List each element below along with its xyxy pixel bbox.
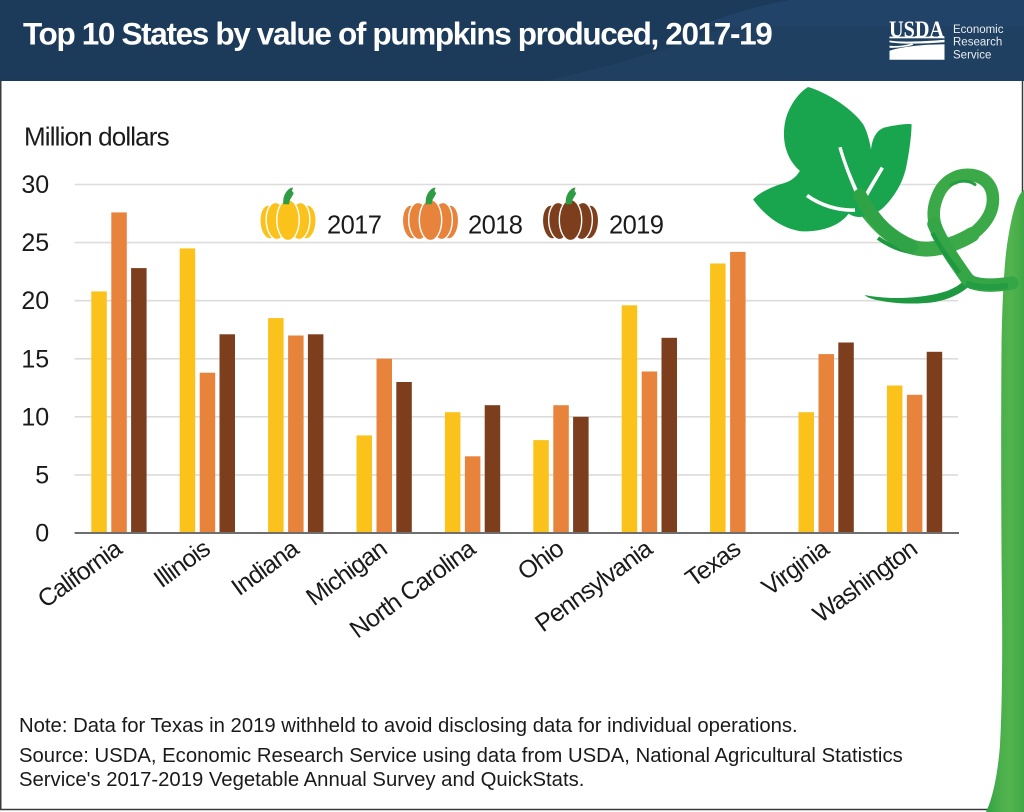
svg-text:30: 30 [21, 171, 49, 199]
svg-text:15: 15 [21, 345, 49, 373]
svg-text:25: 25 [21, 229, 49, 257]
svg-text:0: 0 [35, 520, 49, 548]
svg-text:USDA: USDA [889, 17, 944, 42]
svg-text:5: 5 [35, 461, 49, 489]
svg-text:Virginia: Virginia [757, 535, 834, 602]
svg-text:Ohio: Ohio [513, 535, 568, 586]
svg-text:Top 10 States by value of pump: Top 10 States by value of pumpkins produ… [23, 16, 772, 52]
svg-text:20: 20 [21, 287, 49, 315]
svg-text:Service's 2017-2019 Vegetable: Service's 2017-2019 Vegetable Annual Sur… [19, 769, 584, 791]
svg-text:Indiana: Indiana [227, 535, 304, 602]
svg-text:Service: Service [953, 49, 991, 61]
svg-text:Illinois: Illinois [149, 535, 215, 593]
svg-text:2019: 2019 [609, 212, 663, 240]
svg-text:Note: Data for Texas in 2019 w: Note: Data for Texas in 2019 withheld to… [19, 715, 798, 737]
svg-text:2017: 2017 [327, 212, 381, 240]
svg-text:Source: USDA, Economic Researc: Source: USDA, Economic Research Service … [19, 745, 903, 767]
svg-text:Texas: Texas [681, 535, 746, 593]
svg-text:Million dollars: Million dollars [24, 122, 170, 152]
svg-text:10: 10 [21, 403, 49, 431]
svg-text:Research: Research [953, 37, 1002, 49]
svg-text:Economic: Economic [953, 24, 1004, 36]
svg-text:2018: 2018 [468, 212, 523, 240]
